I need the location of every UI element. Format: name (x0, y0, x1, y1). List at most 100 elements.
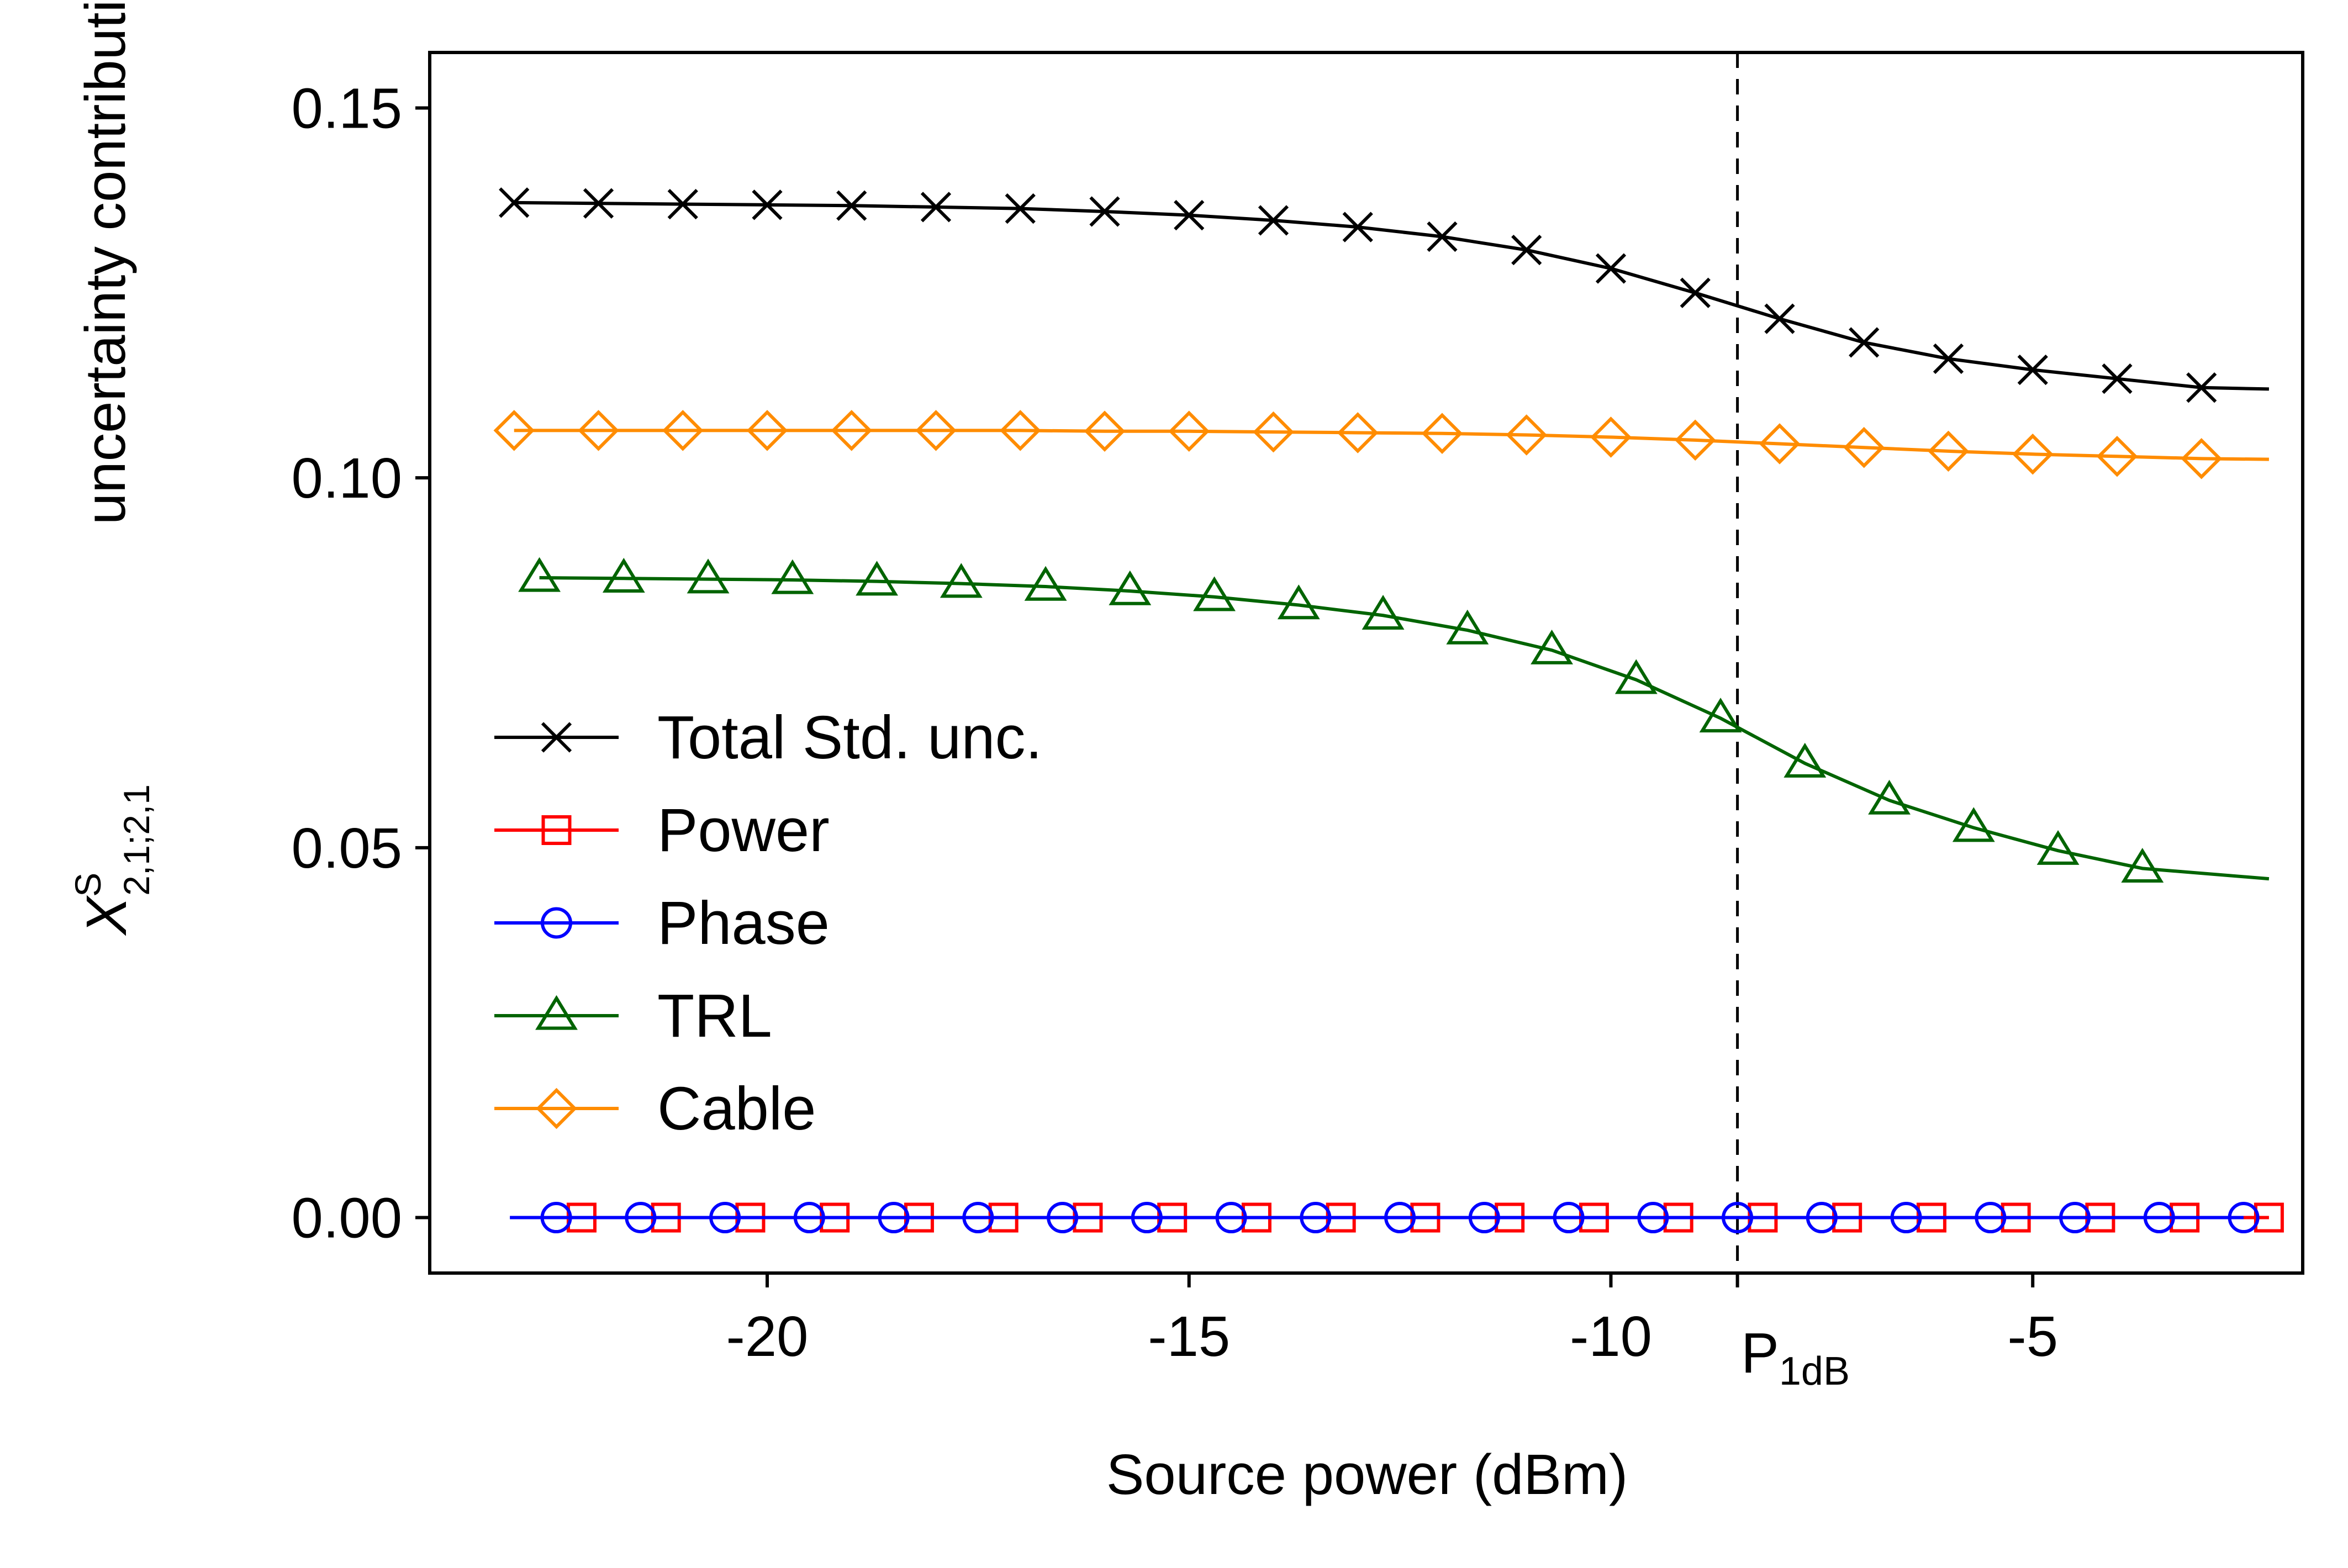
legend-item-total-std-unc: Total Std. unc. (494, 704, 1042, 772)
data-point-total-std-unc (583, 188, 614, 219)
legend-marker-total-std-unc (541, 722, 572, 753)
series-cable (493, 410, 2269, 479)
data-point-phase (1806, 1202, 1838, 1234)
y-axis-label-symbol: XS 2,1;2,1 (67, 784, 157, 936)
plot-frame (428, 51, 2304, 1275)
data-point-phase (1975, 1202, 2007, 1234)
data-point-cable (2096, 436, 2138, 477)
y-axis-label-symbol-base: X (75, 895, 138, 936)
y-tick-label: 0.00 (292, 1186, 402, 1250)
data-point-total-std-unc (1342, 212, 1373, 242)
data-point-total-std-unc (1511, 234, 1542, 266)
data-point-cable (2012, 434, 2054, 475)
data-point-total-std-unc (2102, 363, 2133, 394)
data-point-trl (2036, 830, 2080, 865)
y-tick-label: 0.15 (292, 76, 402, 140)
data-point-phase (1215, 1202, 1247, 1234)
data-point-total-std-unc (1849, 327, 1880, 358)
data-point-phase (709, 1202, 741, 1234)
data-point-cable (662, 410, 704, 451)
data-point-total-std-unc (667, 188, 698, 220)
data-point-cable (578, 410, 619, 451)
data-point-cable (915, 410, 957, 451)
y-axis-label-symbol-superscript: S (67, 873, 108, 897)
data-point-phase (793, 1202, 825, 1234)
data-point-trl (1952, 807, 1995, 842)
series-total-std-unc (499, 187, 2269, 403)
data-point-total-std-unc (2186, 372, 2217, 403)
data-point-trl (1868, 779, 1911, 815)
legend-item-phase: Phase (494, 889, 830, 957)
data-point-trl (1531, 629, 1573, 664)
data-point-cable (1253, 411, 1294, 453)
data-point-phase (1384, 1202, 1416, 1234)
data-point-trl (687, 558, 730, 594)
data-point-total-std-unc (1595, 253, 1627, 284)
reference-line-label-text: P1dB (1741, 1321, 1850, 1393)
x-tick-label: -10 (1570, 1305, 1652, 1368)
data-point-trl (1024, 566, 1067, 601)
data-point-phase (625, 1202, 657, 1234)
data-point-cable (493, 410, 535, 451)
data-point-trl (940, 563, 983, 598)
plot-layer (493, 52, 2284, 1273)
legend-label: Power (657, 796, 830, 864)
data-point-phase (2059, 1202, 2091, 1234)
data-point-phase (1890, 1202, 1922, 1234)
data-point-trl (1784, 742, 1827, 778)
data-point-phase (540, 1202, 572, 1234)
data-point-trl (518, 557, 561, 592)
data-point-cable (2181, 438, 2222, 479)
reference-line-label-main: P (1741, 1321, 1779, 1385)
data-point-phase (2143, 1202, 2175, 1234)
legend-label: Cable (657, 1075, 816, 1143)
data-point-trl (602, 558, 645, 593)
data-point-trl (1614, 659, 1658, 694)
y-axis-label-symbol-subscript: 2,1;2,1 (116, 784, 157, 896)
series-line-total-std-unc (514, 200, 2269, 391)
data-point-cable (746, 410, 788, 451)
legend-label: Phase (657, 889, 830, 957)
x-tick-label: -5 (2007, 1305, 2058, 1368)
y-tick-label: 0.10 (292, 446, 402, 510)
data-point-cable (999, 410, 1041, 451)
legend-item-power: Power (494, 796, 830, 864)
data-point-cable (1674, 419, 1716, 461)
axis-layer: -20 -15 -10 -5 0.15 0.10 0.05 0.00 (292, 76, 2058, 1368)
data-point-cable (1590, 416, 1632, 458)
series-line-trl (539, 576, 2270, 881)
data-point-trl (1699, 698, 1742, 733)
data-point-trl (856, 561, 898, 596)
data-point-total-std-unc (1680, 277, 1711, 308)
legend-marker-phase (541, 907, 572, 939)
data-point-total-std-unc (1764, 303, 1795, 334)
data-point-total-std-unc (1933, 343, 1964, 374)
reference-line-label-subscript: 1dB (1779, 1349, 1850, 1393)
data-point-trl (1109, 570, 1152, 605)
data-point-trl (2121, 848, 2164, 883)
data-point-phase (1722, 1202, 1754, 1234)
data-point-total-std-unc (499, 187, 530, 218)
data-point-phase (1047, 1202, 1079, 1234)
data-point-cable (1843, 426, 1885, 468)
data-point-total-std-unc (920, 192, 952, 223)
data-point-phase (2228, 1202, 2260, 1234)
data-point-total-std-unc (1089, 196, 1120, 227)
data-point-total-std-unc (836, 190, 867, 221)
series-line-cable (514, 429, 2269, 461)
data-point-total-std-unc (752, 189, 783, 220)
data-point-phase (1468, 1202, 1500, 1234)
data-point-cable (1928, 430, 1969, 472)
data-point-phase (1300, 1202, 1332, 1234)
legend-item-trl: TRL (494, 982, 772, 1050)
legend-marker-cable (536, 1087, 577, 1129)
data-point-phase (1637, 1202, 1669, 1234)
data-point-cable (1421, 413, 1463, 455)
legend-marker-trl (535, 995, 578, 1030)
data-point-cable (831, 410, 872, 451)
legend-label: Total Std. unc. (657, 704, 1042, 772)
data-point-total-std-unc (1174, 200, 1205, 231)
